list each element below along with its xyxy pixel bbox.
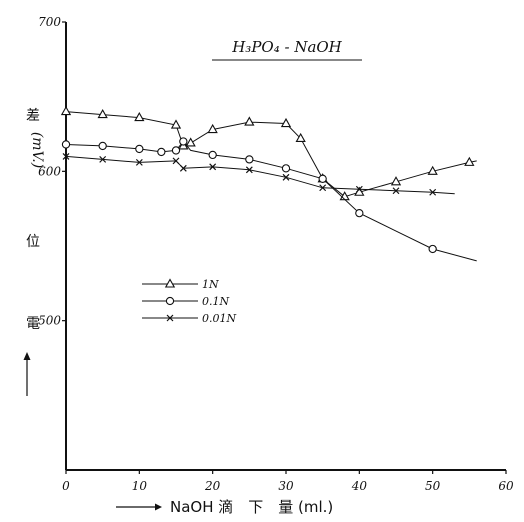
y-tick-label: 700 <box>38 15 61 29</box>
data-point-x <box>245 166 253 174</box>
legend-item: 1N <box>142 278 219 291</box>
data-point-x <box>135 158 143 166</box>
data-point-circle <box>355 208 364 218</box>
x-tick-label: 30 <box>278 479 294 493</box>
data-point-triangle <box>134 111 145 122</box>
legend: 1N 0.1N 0.01N <box>142 278 236 325</box>
legend-label: 1N <box>202 278 219 291</box>
series-line <box>65 111 477 198</box>
x-tick-label: 10 <box>132 479 148 493</box>
data-point-x <box>172 157 180 165</box>
series-0.01N <box>62 152 455 196</box>
data-point-x <box>166 314 174 322</box>
data-point-circle <box>171 146 181 155</box>
y-tick-label: 500 <box>38 314 61 328</box>
data-point-x <box>99 155 107 163</box>
data-point-circle <box>428 244 437 254</box>
data-point-triangle <box>185 137 196 147</box>
data-point-x <box>392 187 400 195</box>
data-point-circle <box>245 155 254 164</box>
data-point-circle <box>157 147 166 157</box>
series-line <box>65 140 477 262</box>
data-point-triangle <box>170 119 182 129</box>
data-point-x <box>179 164 187 172</box>
data-point-x <box>319 184 327 192</box>
chart-title: H₃PO₄ - NaOH <box>231 38 342 56</box>
data-point-x <box>209 163 217 171</box>
data-point-triangle <box>295 132 306 143</box>
y-label-part: 電 <box>26 316 40 332</box>
data-point-circle <box>98 141 107 151</box>
data-point-x <box>282 173 290 181</box>
x-tick-label: 60 <box>498 479 514 493</box>
y-label-part: 差 <box>26 108 40 124</box>
axes: 0 10 20 30 40 50 60 500 600 700 <box>38 15 514 493</box>
data-point-x <box>62 152 70 160</box>
data-point-triangle <box>207 123 218 134</box>
data-point-triangle <box>464 156 475 166</box>
series-0.1N <box>61 137 477 262</box>
y-label-part: (mV.) <box>29 132 45 168</box>
legend-label: 0.1N <box>202 295 229 308</box>
data-point-circle <box>165 296 175 306</box>
data-point-circle <box>179 137 188 146</box>
x-tick-label: 40 <box>351 479 368 493</box>
data-point-circle <box>61 140 71 149</box>
legend-label: 0.01N <box>202 312 236 325</box>
data-point-circle <box>318 174 327 183</box>
x-label-arrowhead <box>155 503 162 511</box>
data-point-triangle <box>390 176 402 186</box>
data-point-x <box>429 188 437 196</box>
data-point-triangle <box>427 165 438 175</box>
data-point-triangle <box>60 105 72 116</box>
series-layer <box>60 105 477 262</box>
x-axis-label: NaOH 滴 下 量 (ml.) <box>170 498 333 516</box>
data-point-triangle <box>97 108 108 119</box>
legend-item: 0.01N <box>142 312 236 325</box>
x-tick-label: 20 <box>204 479 221 493</box>
data-point-circle <box>281 164 291 173</box>
data-point-triangle <box>280 117 292 128</box>
data-point-triangle <box>244 116 255 126</box>
y-axis-label: 差 (mV.) 位電 <box>23 108 45 396</box>
y-label-part: 位 <box>26 234 40 250</box>
data-point-triangle <box>164 278 176 288</box>
data-point-circle <box>208 150 217 160</box>
x-tick-label: 0 <box>62 479 70 493</box>
y-label-arrowhead <box>23 352 31 360</box>
y-tick-label: 600 <box>38 164 61 178</box>
series-1N <box>60 105 477 201</box>
legend-item: 0.1N <box>142 295 229 308</box>
data-point-circle <box>135 144 144 154</box>
x-tick-label: 50 <box>425 479 441 493</box>
data-point-x <box>355 185 363 193</box>
